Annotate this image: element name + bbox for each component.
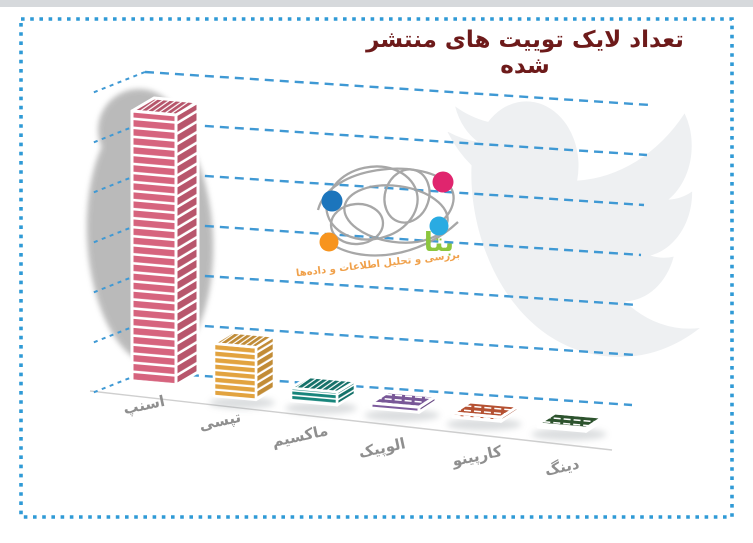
gridline-3 — [144, 220, 642, 257]
bar-front-face — [451, 411, 503, 423]
blue-dot — [321, 190, 343, 212]
bar-4 — [446, 400, 522, 431]
bar-front-face — [212, 342, 258, 402]
bar-side-face — [174, 100, 200, 387]
floor-edge — [89, 390, 613, 451]
bar-3 — [364, 390, 440, 422]
gridline-left-0 — [91, 71, 146, 94]
bar-front-face — [130, 109, 178, 387]
beta-brand-text: بتا — [423, 228, 455, 258]
bar-0 — [130, 96, 200, 387]
gridline-2 — [144, 170, 645, 207]
bar-front-face — [289, 386, 339, 407]
magenta-dot — [432, 171, 454, 193]
gridline-5 — [144, 320, 636, 357]
gridline-4 — [144, 270, 639, 307]
chart-title: تعداد لایک توییت های منتشر شده — [366, 27, 684, 79]
orange-dot — [319, 232, 339, 252]
bar-2 — [285, 375, 357, 415]
window-edge-strip — [0, 0, 753, 7]
gridline-1 — [144, 120, 648, 157]
bars — [130, 96, 607, 441]
dotted-border — [19, 17, 734, 519]
bar-front-face — [536, 422, 588, 433]
light-blue-dot — [429, 216, 449, 236]
bar-5 — [531, 411, 607, 441]
bar-front-face — [369, 401, 421, 414]
beta-logo-dots — [319, 171, 454, 252]
twitter-bird-icon — [447, 101, 700, 357]
gridline-0 — [144, 70, 651, 107]
bar-1 — [209, 331, 276, 409]
